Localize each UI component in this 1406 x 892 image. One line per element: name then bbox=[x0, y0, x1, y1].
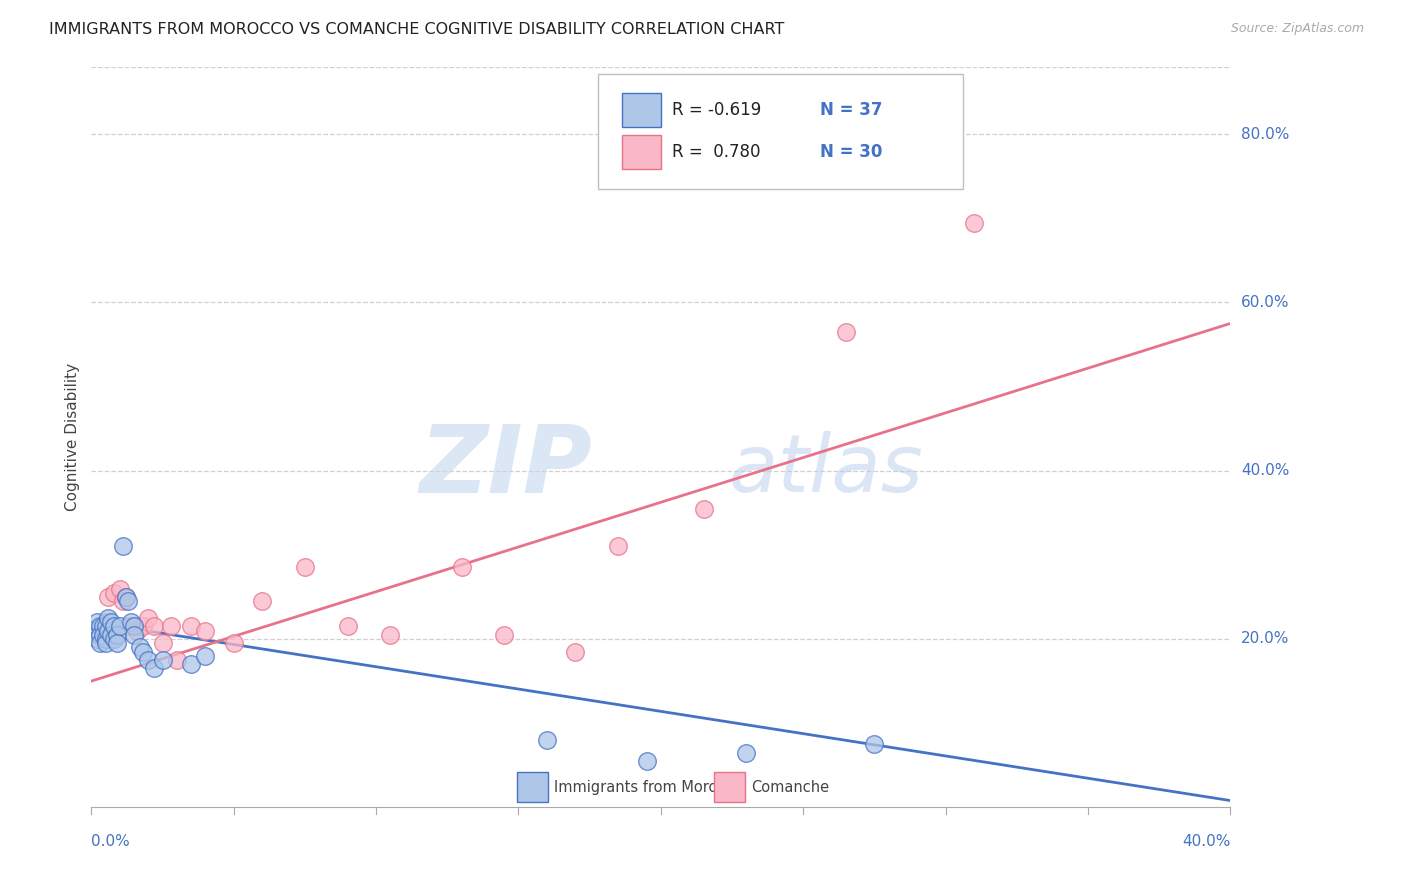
Point bbox=[89, 636, 111, 650]
Point bbox=[194, 624, 217, 638]
Point bbox=[83, 624, 105, 638]
Point bbox=[294, 560, 316, 574]
Point bbox=[89, 628, 111, 642]
Point bbox=[963, 215, 986, 229]
Point bbox=[94, 619, 117, 633]
Point bbox=[91, 628, 114, 642]
Point bbox=[86, 615, 108, 630]
Point bbox=[152, 653, 174, 667]
Point bbox=[380, 628, 402, 642]
Point bbox=[97, 590, 120, 604]
Text: N = 37: N = 37 bbox=[820, 101, 883, 119]
Point bbox=[111, 540, 134, 554]
Point bbox=[103, 585, 125, 599]
Point bbox=[131, 645, 153, 659]
FancyBboxPatch shape bbox=[598, 74, 963, 189]
Point bbox=[111, 594, 134, 608]
Text: 0.0%: 0.0% bbox=[91, 834, 131, 849]
Y-axis label: Cognitive Disability: Cognitive Disability bbox=[65, 363, 80, 511]
FancyBboxPatch shape bbox=[517, 772, 548, 802]
Point bbox=[194, 648, 217, 663]
Text: R =  0.780: R = 0.780 bbox=[672, 143, 761, 161]
Point bbox=[138, 611, 160, 625]
Text: Comanche: Comanche bbox=[751, 780, 830, 795]
Point bbox=[536, 733, 558, 747]
Point bbox=[166, 653, 188, 667]
Text: ZIP: ZIP bbox=[419, 421, 592, 513]
Point bbox=[103, 619, 125, 633]
Point bbox=[120, 615, 142, 630]
Point bbox=[114, 590, 136, 604]
Point bbox=[89, 619, 111, 633]
Point bbox=[94, 615, 117, 630]
Point bbox=[117, 619, 139, 633]
Point bbox=[86, 632, 108, 646]
FancyBboxPatch shape bbox=[621, 93, 661, 127]
Text: Immigrants from Morocco: Immigrants from Morocco bbox=[554, 780, 742, 795]
Point bbox=[103, 632, 125, 646]
Point bbox=[607, 540, 630, 554]
Point bbox=[835, 325, 858, 339]
Point bbox=[131, 619, 153, 633]
Text: 40.0%: 40.0% bbox=[1182, 834, 1230, 849]
Point bbox=[735, 746, 758, 760]
Point bbox=[122, 619, 145, 633]
Point bbox=[97, 624, 120, 638]
Text: Source: ZipAtlas.com: Source: ZipAtlas.com bbox=[1230, 22, 1364, 36]
Point bbox=[564, 645, 586, 659]
Point bbox=[450, 560, 472, 574]
Text: atlas: atlas bbox=[730, 432, 924, 509]
Point bbox=[863, 737, 886, 751]
Point bbox=[180, 619, 202, 633]
Point bbox=[336, 619, 359, 633]
FancyBboxPatch shape bbox=[714, 772, 745, 802]
Point bbox=[160, 619, 183, 633]
Point bbox=[100, 615, 122, 630]
Point bbox=[250, 594, 273, 608]
Point bbox=[128, 640, 150, 655]
Point bbox=[114, 590, 136, 604]
Point bbox=[143, 619, 166, 633]
Point bbox=[122, 619, 145, 633]
Point bbox=[91, 619, 114, 633]
Point bbox=[117, 594, 139, 608]
Text: R = -0.619: R = -0.619 bbox=[672, 101, 762, 119]
Point bbox=[94, 632, 117, 646]
Point bbox=[125, 624, 148, 638]
FancyBboxPatch shape bbox=[621, 135, 661, 169]
Text: 20.0%: 20.0% bbox=[1241, 632, 1289, 647]
Point bbox=[105, 636, 128, 650]
Point bbox=[494, 628, 516, 642]
Point bbox=[138, 653, 160, 667]
Point bbox=[152, 636, 174, 650]
Text: 60.0%: 60.0% bbox=[1241, 295, 1289, 310]
Point bbox=[108, 582, 131, 596]
Text: N = 30: N = 30 bbox=[820, 143, 883, 161]
Point bbox=[100, 628, 122, 642]
Point bbox=[94, 636, 117, 650]
Text: 40.0%: 40.0% bbox=[1241, 463, 1289, 478]
Point bbox=[89, 619, 111, 633]
Point bbox=[97, 611, 120, 625]
Text: IMMIGRANTS FROM MOROCCO VS COMANCHE COGNITIVE DISABILITY CORRELATION CHART: IMMIGRANTS FROM MOROCCO VS COMANCHE COGN… bbox=[49, 22, 785, 37]
Text: 80.0%: 80.0% bbox=[1241, 127, 1289, 142]
Point bbox=[222, 636, 245, 650]
Point bbox=[143, 661, 166, 675]
Point bbox=[122, 628, 145, 642]
Point bbox=[692, 501, 714, 516]
Point bbox=[636, 754, 658, 768]
Point bbox=[105, 628, 128, 642]
Point bbox=[108, 619, 131, 633]
Point bbox=[180, 657, 202, 672]
